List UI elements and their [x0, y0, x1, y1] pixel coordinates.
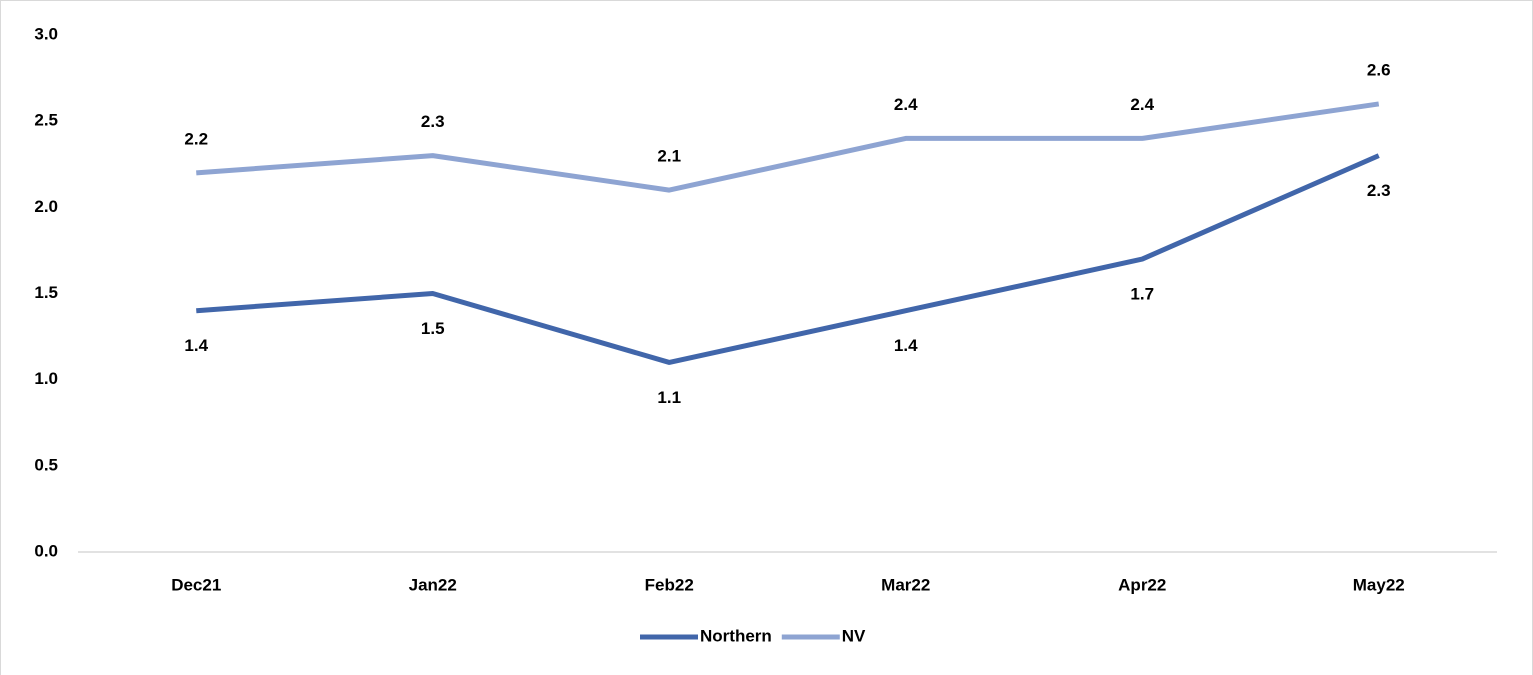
- data-label: 2.3: [1367, 181, 1391, 200]
- data-label: 1.1: [657, 388, 681, 407]
- data-label: 1.5: [421, 319, 445, 338]
- y-tick-label: 3.0: [34, 24, 58, 43]
- y-tick-label: 0.5: [34, 455, 58, 474]
- x-tick-label: Mar22: [881, 575, 930, 594]
- y-tick-label: 0.0: [34, 541, 58, 560]
- data-label: 2.3: [421, 112, 445, 131]
- y-tick-label: 1.0: [34, 369, 58, 388]
- data-label: 2.1: [657, 147, 681, 166]
- x-tick-label: Dec21: [171, 575, 221, 594]
- y-tick-label: 1.5: [34, 283, 58, 302]
- x-tick-label: Jan22: [409, 575, 457, 594]
- data-label: 1.4: [894, 336, 918, 355]
- data-label: 1.4: [184, 336, 208, 355]
- data-label: 2.4: [1130, 95, 1154, 114]
- data-label: 1.7: [1130, 285, 1154, 304]
- x-tick-label: Apr22: [1118, 575, 1166, 594]
- y-tick-label: 2.5: [34, 111, 58, 130]
- legend-label: NV: [842, 626, 866, 645]
- x-tick-label: Feb22: [645, 575, 694, 594]
- series-line: [196, 153, 1380, 365]
- data-label: 2.6: [1367, 60, 1391, 79]
- x-tick-label: May22: [1353, 575, 1405, 594]
- legend-label: Northern: [700, 626, 772, 645]
- data-label: 2.4: [894, 95, 918, 114]
- y-tick-label: 2.0: [34, 197, 58, 216]
- data-label: 2.2: [184, 129, 208, 148]
- series-line: [196, 101, 1380, 193]
